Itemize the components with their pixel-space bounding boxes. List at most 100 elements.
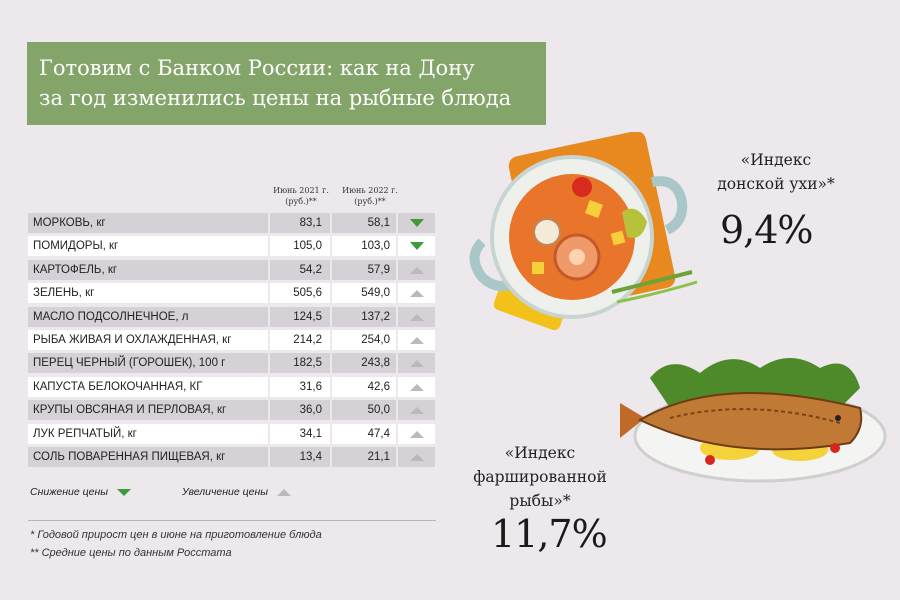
index-ukha-label: «Индекс донской ухи»* [696, 148, 856, 196]
triangle-down-icon [410, 219, 424, 227]
triangle-up-icon [410, 266, 424, 274]
trend-indicator [398, 400, 435, 421]
product-name: КАРТОФЕЛЬ, кг [28, 259, 268, 280]
triangle-down-icon [116, 488, 131, 496]
index-ukha-label-line2: донской ухи»* [717, 175, 835, 193]
column-header-2021-line1: Июнь 2021 г. [273, 186, 329, 195]
price-2021: 124,5 [270, 306, 330, 327]
title-line-2: за год изменились цены на рыбные блюда [39, 86, 512, 110]
price-2022: 58,1 [332, 213, 396, 233]
price-2022: 21,1 [332, 446, 396, 467]
price-2022: 549,0 [332, 283, 396, 304]
triangle-up-icon [410, 336, 424, 344]
price-2021: 54,2 [270, 259, 330, 280]
triangle-up-icon [410, 383, 424, 391]
price-2022: 254,0 [332, 329, 396, 350]
potato-cube [610, 230, 626, 246]
price-2021: 83,1 [270, 213, 330, 233]
trend-indicator [398, 213, 435, 233]
tomato-shape [572, 177, 592, 197]
lettuce-shape [650, 358, 860, 408]
legend-decrease-label: Снижение цены [30, 486, 108, 498]
fish-eye [835, 415, 841, 421]
price-table: МОРКОВЬ, кг 83,1 58,1 ПОМИДОРЫ, кг 105,0 103,… [28, 213, 435, 470]
table-row: МАСЛО ПОДСОЛНЕЧНОЕ, л 124,5 137,2 [28, 306, 435, 327]
triangle-up-icon [410, 313, 424, 321]
tomato-shape [705, 455, 715, 465]
price-2021: 31,6 [270, 376, 330, 397]
fish-steak-center [569, 249, 585, 265]
fish-body-shape [637, 392, 863, 451]
title-line-1: Готовим с Банком России: как на Дону [39, 56, 475, 80]
green-onion-shape [616, 280, 698, 304]
price-2022: 50,0 [332, 400, 396, 421]
pot-handle-left [469, 238, 520, 291]
column-header-2021-line2: (руб.)** [285, 197, 317, 206]
triangle-up-icon [410, 453, 424, 461]
product-name: РЫБА ЖИВАЯ И ОХЛАЖДЕННАЯ, кг [28, 329, 268, 350]
table-row: КАПУСТА БЕЛОКОЧАННАЯ, КГ 31,6 42,6 [28, 376, 435, 397]
table-row: МОРКОВЬ, кг 83,1 58,1 [28, 213, 435, 233]
table-row: ПОМИДОРЫ, кг 105,0 103,0 [28, 236, 435, 257]
pot-handle-right [651, 176, 688, 235]
product-name: СОЛЬ ПОВАРЕННАЯ ПИЩЕВАЯ, кг [28, 446, 268, 467]
product-name: МАСЛО ПОДСОЛНЕЧНОЕ, л [28, 306, 268, 327]
fish-soup-pot-illustration [469, 132, 698, 331]
price-2022: 42,6 [332, 376, 396, 397]
price-2021: 34,1 [270, 423, 330, 444]
table-row: ПЕРЕЦ ЧЕРНЫЙ (ГОРОШЕК), 100 г 182,5 243,8 [28, 353, 435, 374]
triangle-up-icon [410, 430, 424, 438]
price-2021: 505,6 [270, 283, 330, 304]
onion-shape [533, 218, 561, 246]
legend-decrease: Снижение цены [30, 486, 131, 498]
product-name: МОРКОВЬ, кг [28, 213, 268, 233]
triangle-up-icon [410, 360, 424, 368]
column-header-2022-line2: (руб.)** [354, 197, 386, 206]
price-2022: 103,0 [332, 236, 396, 257]
footnote-1: * Годовой прирост цен в июне на приготов… [30, 529, 322, 541]
price-2021: 214,2 [270, 329, 330, 350]
fish-stitch-line [669, 408, 841, 424]
stuffed-fish-illustration [620, 358, 887, 483]
column-header-2022: Июнь 2022 г. (руб.)** [335, 185, 405, 207]
triangle-up-icon [410, 290, 424, 298]
product-name: ЛУК РЕПЧАТЫЙ, кг [28, 423, 268, 444]
product-name: ПЕРЕЦ ЧЕРНЫЙ (ГОРОШЕК), 100 г [28, 353, 268, 374]
trend-indicator [398, 353, 435, 374]
trend-indicator [398, 283, 435, 304]
table-row: ЗЕЛЕНЬ, кг 505,6 549,0 [28, 283, 435, 304]
title-banner: Готовим с Банком России: как на Дону за … [27, 42, 546, 125]
table-row: КРУПЫ ОВСЯНАЯ И ПЕРЛОВАЯ, кг 36,0 50,0 [28, 400, 435, 421]
price-2021: 13,4 [270, 446, 330, 467]
triangle-up-icon [276, 488, 291, 496]
price-2022: 137,2 [332, 306, 396, 327]
trend-indicator [398, 259, 435, 280]
bay-leaf-shape [622, 208, 647, 238]
product-name: КРУПЫ ОВСЯНАЯ И ПЕРЛОВАЯ, кг [28, 400, 268, 421]
index-fish-value: 11,7% [491, 512, 608, 556]
price-2021: 105,0 [270, 236, 330, 257]
price-2022: 57,9 [332, 259, 396, 280]
potato-cube [585, 200, 603, 218]
trend-indicator [398, 236, 435, 257]
table-row: ЛУК РЕПЧАТЫЙ, кг 34,1 47,4 [28, 423, 435, 444]
fish-tail-shape [620, 403, 645, 438]
index-fish-label-line2: фаршированной [473, 468, 607, 486]
column-header-2021: Июнь 2021 г. (руб.)** [268, 185, 334, 207]
column-header-2022-line1: Июнь 2022 г. [342, 186, 398, 195]
trend-indicator [398, 446, 435, 467]
footnote-2: ** Средние цены по данным Росстата [30, 547, 232, 559]
trend-indicator [398, 329, 435, 350]
index-fish-label-line1: «Индекс [504, 444, 576, 462]
tomato-shape [830, 443, 840, 453]
product-name: КАПУСТА БЕЛОКОЧАННАЯ, КГ [28, 376, 268, 397]
trend-indicator [398, 306, 435, 327]
price-2022: 243,8 [332, 353, 396, 374]
index-ukha-value: 9,4% [720, 208, 814, 252]
table-row: КАРТОФЕЛЬ, кг 54,2 57,9 [28, 259, 435, 280]
green-onion-shape [611, 270, 693, 294]
trend-indicator [398, 423, 435, 444]
divider [28, 520, 436, 521]
price-2022: 47,4 [332, 423, 396, 444]
legend-increase: Увеличение цены [182, 486, 291, 498]
